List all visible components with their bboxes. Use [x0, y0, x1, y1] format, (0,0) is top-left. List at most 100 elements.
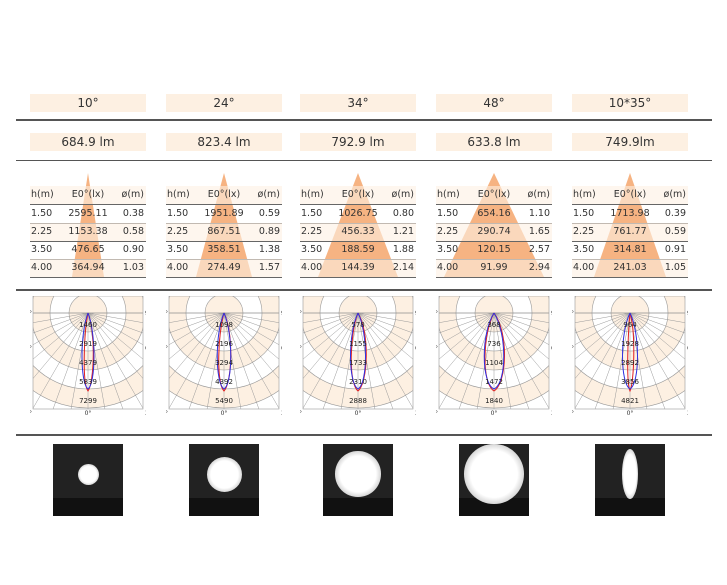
table-row: 1.50 1951.89 0.59 [166, 205, 282, 224]
angle-label: -30° [300, 410, 302, 417]
angle-label: 90° [145, 310, 146, 317]
angle-label: -60° [30, 345, 32, 352]
angle-label: -90° [572, 310, 574, 317]
divider [16, 434, 712, 436]
polar-light-distribution: 1460 2919 4379 5839 7299 -90° 90° -60° 60° -30° 30… [19, 295, 156, 417]
angle-label: -60° [572, 345, 574, 352]
divider [16, 119, 712, 121]
table-header: h(m) E0°(lx) ø(m) [436, 186, 552, 205]
angle-label: -90° [300, 310, 302, 317]
lumen-label: 684.9 lm [30, 133, 146, 151]
polar-value: 4392 [215, 378, 233, 386]
angle-label: 60° [415, 345, 416, 352]
polar-value: 1155 [349, 340, 367, 348]
beam-spot-photo [189, 444, 259, 516]
polar-value: 368 [487, 321, 500, 329]
beam-spot-photo [595, 444, 665, 516]
table-row: 3.50 120.15 2.57 [436, 241, 552, 260]
polar-value: 1928 [621, 340, 639, 348]
angle-label: 60° [551, 345, 552, 352]
lumen-label: 633.8 lm [436, 133, 552, 151]
polar-value: 4379 [79, 359, 97, 367]
table-row: 2.25 290.74 1.65 [436, 223, 552, 242]
polar-value: 2888 [349, 397, 367, 405]
angle-label: 90° [415, 310, 416, 317]
table-row: 4.00 91.99 2.94 [436, 259, 552, 278]
polar-value: 2310 [349, 378, 367, 386]
angle-label: 30° [551, 410, 552, 417]
polar-value: 2892 [621, 359, 639, 367]
light-spot [464, 444, 524, 504]
beam-spot-photo [459, 444, 529, 516]
polar-value: 5839 [79, 378, 97, 386]
table-row: 4.00 241.03 1.05 [572, 259, 688, 278]
angle-label: 60° [687, 345, 688, 352]
beam-angle-label: 48° [436, 94, 552, 112]
illuminance-table: h(m) E0°(lx) ø(m) 1.50 1713.98 0.39 2.25 761.77… [572, 173, 688, 279]
angle-label: 30° [145, 410, 146, 417]
illuminance-table: h(m) E0°(lx) ø(m) 1.50 1951.89 0.59 2.25 867.51… [166, 173, 282, 279]
polar-value: 5490 [215, 397, 233, 405]
table-header: h(m) E0°(lx) ø(m) [166, 186, 282, 205]
light-spot [335, 451, 381, 497]
lumen-label: 823.4 lm [166, 133, 282, 151]
polar-chart: 1460 2919 4379 5839 7299 -90° 90° -60° 60° -30° 30… [19, 295, 156, 421]
polar-light-distribution: 368 736 1104 1472 1840 -90° 90° -60° 60° -30° 30° 0… [425, 295, 562, 417]
table-row: 1.50 2595.11 0.38 [30, 205, 146, 224]
angle-label: 30° [281, 410, 282, 417]
angle-label: 0° [355, 410, 362, 417]
table-row: 1.50 1713.98 0.39 [572, 205, 688, 224]
divider [16, 289, 712, 291]
angle-label: -90° [30, 310, 32, 317]
table-row: 3.50 476.65 0.90 [30, 241, 146, 260]
divider [16, 160, 712, 161]
angle-label: 0° [221, 410, 228, 417]
angle-label: 90° [281, 310, 282, 317]
red-curve [484, 312, 505, 392]
blue-curve [81, 312, 95, 390]
polar-value: 1460 [79, 321, 97, 329]
polar-light-distribution: 578 1155 1733 2310 2888 -90° 90° -60° 60° -30° 30°… [289, 295, 426, 417]
table-row: 3.50 358.51 1.38 [166, 241, 282, 260]
beam-angle-label: 10° [30, 94, 146, 112]
angle-label: 0° [627, 410, 634, 417]
blue-curve [483, 312, 505, 390]
polar-value: 2196 [215, 340, 233, 348]
table-header: h(m) E0°(lx) ø(m) [572, 186, 688, 205]
beam-angle-label: 10*35° [572, 94, 688, 112]
polar-value: 3294 [215, 359, 233, 367]
angle-label: 0° [85, 410, 92, 417]
polar-chart: 368 736 1104 1472 1840 -90° 90° -60° 60° -30° 30° 0… [425, 295, 562, 421]
angle-label: 30° [687, 410, 688, 417]
table-row: 1.50 654.16 1.10 [436, 205, 552, 224]
angle-label: -30° [572, 410, 574, 417]
angle-label: 60° [145, 345, 146, 352]
polar-light-distribution: 1098 2196 3294 4392 5490 -90° 90° -60° 60° -30° 30… [155, 295, 292, 417]
illuminance-table: h(m) E0°(lx) ø(m) 1.50 2595.11 0.38 2.25 1153.3… [30, 173, 146, 279]
angle-label: -60° [300, 345, 302, 352]
polar-value: 1472 [485, 378, 503, 386]
polar-value: 1104 [485, 359, 503, 367]
polar-value: 964 [623, 321, 637, 329]
angle-label: 90° [687, 310, 688, 317]
angle-label: -60° [436, 345, 438, 352]
polar-value: 578 [351, 321, 364, 329]
table-header: h(m) E0°(lx) ø(m) [30, 186, 146, 205]
polar-chart: 1098 2196 3294 4392 5490 -90° 90° -60° 60° -30° 30… [155, 295, 292, 421]
polar-value: 1840 [485, 397, 503, 405]
beam-spot-photo [53, 444, 123, 516]
beam-angle-label: 24° [166, 94, 282, 112]
table-row: 2.25 456.33 1.21 [300, 223, 416, 242]
light-spot [622, 449, 638, 499]
blue-curve [622, 312, 638, 390]
light-spot [206, 456, 242, 492]
illuminance-table: h(m) E0°(lx) ø(m) 1.50 1026.75 0.80 2.25 456.33… [300, 173, 416, 279]
light-spot [77, 463, 99, 485]
angle-label: -30° [166, 410, 168, 417]
polar-value: 736 [487, 340, 501, 348]
beam-spot-photo [323, 444, 393, 516]
lumen-label: 749.9lm [572, 133, 688, 151]
polar-value: 1098 [215, 321, 233, 329]
polar-value: 3856 [621, 378, 639, 386]
